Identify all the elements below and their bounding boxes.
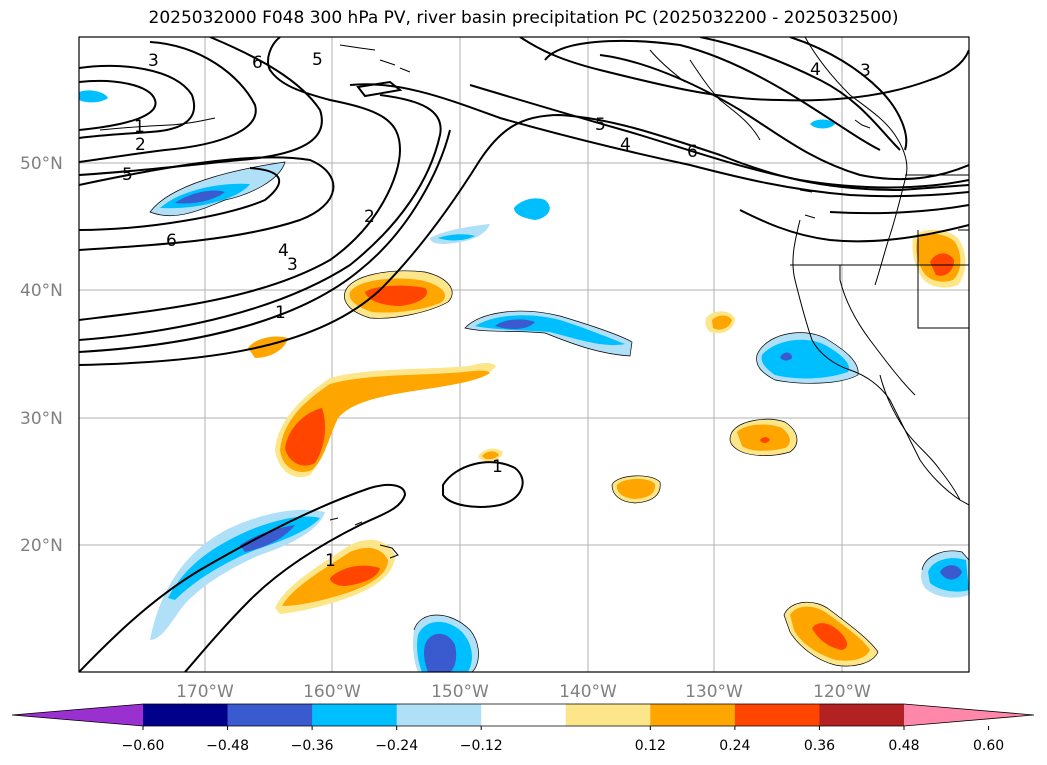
contour-label: 2 [364, 207, 375, 227]
colorbar-tick-label: 0.12 [635, 738, 666, 754]
positive-anomaly-patch [482, 451, 499, 460]
positive-anomaly-patch [285, 408, 326, 466]
negative-anomaly-patch [240, 525, 295, 552]
lon-label-170w: 170°W [176, 682, 234, 702]
contour-labels: 3 6 5 4 3 1 2 5 6 5 4 6 2 4 3 1 1 1 [122, 50, 871, 571]
negative-anomaly-patch [175, 190, 225, 204]
contour-label: 1 [492, 457, 503, 477]
negative-anomaly-patch [514, 198, 550, 220]
colorbar-segment [143, 704, 229, 726]
negative-anomaly-patch [780, 352, 792, 361]
contour-label: 4 [278, 241, 289, 261]
colorbar-tick-label: 0.48 [888, 738, 919, 754]
anomaly-outlines [149, 161, 969, 672]
negative-anomaly-patch [761, 339, 850, 379]
contour-label: 3 [287, 255, 298, 275]
pv-contours [79, 37, 969, 672]
colorbar-tick-label: 0.60 [973, 738, 1004, 754]
plot-frame [78, 36, 970, 673]
negative-anomaly-patch [150, 509, 325, 640]
colorbar-tick-label: −0.60 [122, 738, 165, 754]
colorbar-tick-label: −0.12 [460, 738, 503, 754]
colorbar-extend-max [904, 704, 1034, 726]
positive-anomaly-patch [280, 370, 490, 472]
contour-label: 6 [687, 142, 698, 162]
contour-label: 4 [810, 60, 821, 80]
contour-label: 4 [620, 135, 631, 155]
lon-label-150w: 150°W [431, 682, 489, 702]
colorbar: −0.60 −0.48 −0.36 −0.24 −0.12 0.12 0.24 0.36 0.4… [11, 703, 1035, 754]
colorbar-tick-label: −0.36 [291, 738, 334, 754]
colorbar-segment [312, 704, 398, 726]
lon-label-120w: 120°W [813, 682, 871, 702]
lon-label-140w: 140°W [559, 682, 617, 702]
colorbar-tick-label: −0.24 [375, 738, 418, 754]
positive-anomaly-patch [616, 478, 656, 499]
colorbar-segment [650, 704, 736, 726]
contour-label: 1 [275, 303, 286, 323]
contour-label: 5 [122, 165, 133, 185]
contour-label: 6 [252, 53, 263, 73]
precip-anomaly-fills [79, 90, 969, 672]
colorbar-segment [819, 704, 905, 726]
lon-label-130w: 130°W [685, 682, 743, 702]
colorbar-segment [396, 704, 482, 726]
contour-label: 5 [595, 115, 606, 135]
colorbar-tick-label: 0.36 [804, 738, 835, 754]
lat-label-30n: 30°N [20, 409, 63, 429]
colorbar-extend-min [12, 704, 143, 726]
contour-label: 1 [134, 117, 145, 137]
negative-anomaly-patch [495, 319, 535, 330]
contour-label: 3 [148, 51, 159, 71]
colorbar-segment [481, 704, 567, 726]
lat-label-50n: 50°N [20, 154, 63, 174]
colorbar-tick-label: −0.48 [206, 738, 249, 754]
contour-label: 2 [135, 135, 146, 155]
positive-anomaly-patch [712, 315, 732, 330]
lat-label-20n: 20°N [20, 536, 63, 556]
colorbar-segment [227, 704, 313, 726]
gridlines [79, 37, 969, 672]
lon-label-160w: 160°W [303, 682, 361, 702]
colorbar-tick-label: 0.24 [719, 738, 750, 754]
contour-label: 5 [312, 50, 323, 70]
negative-anomaly-patch [940, 565, 962, 580]
negative-anomaly-patch [810, 119, 835, 129]
contour-label: 3 [860, 61, 871, 81]
negative-anomaly-patch [424, 633, 457, 672]
colorbar-segment [734, 704, 820, 726]
positive-anomaly-patch [330, 565, 380, 586]
latitude-labels: 50°N 40°N 30°N 20°N [20, 154, 63, 556]
contour-label: 6 [166, 231, 177, 251]
negative-anomaly-patch [168, 516, 320, 600]
longitude-labels: 170°W 160°W 150°W 140°W 130°W 120°W [176, 682, 871, 702]
positive-anomaly-patch [760, 437, 770, 443]
contour-label: 1 [325, 551, 336, 571]
negative-anomaly-patch [79, 90, 108, 103]
map-title: 2025032000 F048 300 hPa PV, river basin … [148, 8, 899, 28]
coastlines [99, 37, 969, 559]
negative-anomaly-patch [438, 234, 475, 241]
colorbar-segment [565, 704, 651, 726]
positive-anomaly-patch [812, 623, 848, 650]
lat-label-40n: 40°N [20, 281, 63, 301]
